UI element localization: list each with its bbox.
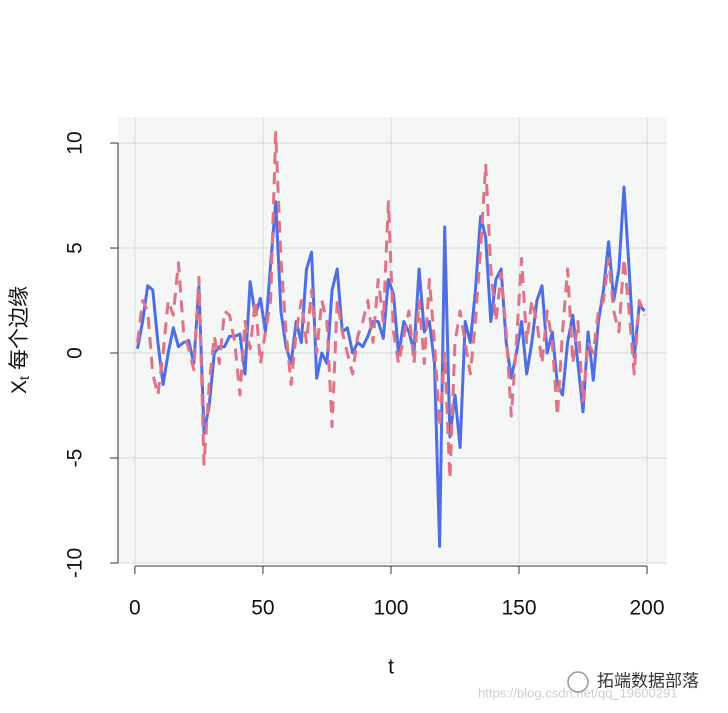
y-label-rest: 每个边缘	[8, 286, 31, 370]
x-tick-label: 100	[373, 597, 408, 620]
y-axis-label: Xt 每个边缘	[8, 286, 32, 394]
y-axis-label-group: Xt 每个边缘	[8, 286, 32, 394]
y-tick-label: 10	[64, 131, 87, 154]
watermark-text: 拓端数据部落	[597, 671, 699, 690]
y-label-sub: t	[16, 376, 32, 380]
plot: 0 50 100 150 200 -10 -5 0 5 10	[64, 117, 667, 620]
watermark: https://blog.csdn.net/qq_19600291 拓端数据部落	[478, 671, 699, 700]
watermark-url: https://blog.csdn.net/qq_19600291	[478, 685, 678, 700]
y-tick-label: -10	[64, 548, 87, 578]
y-label-main: X	[8, 380, 31, 394]
x-tick-label: 200	[630, 597, 665, 620]
x-tick-label: 50	[251, 597, 274, 620]
y-tick-label: 5	[64, 242, 87, 254]
x-tick-label: 150	[501, 597, 536, 620]
x-axis-label: t	[388, 656, 394, 679]
watermark-icon	[567, 671, 589, 693]
y-tick-label: -5	[64, 449, 87, 468]
y-tick-label: 0	[64, 347, 87, 359]
x-tick-label: 0	[129, 597, 141, 620]
